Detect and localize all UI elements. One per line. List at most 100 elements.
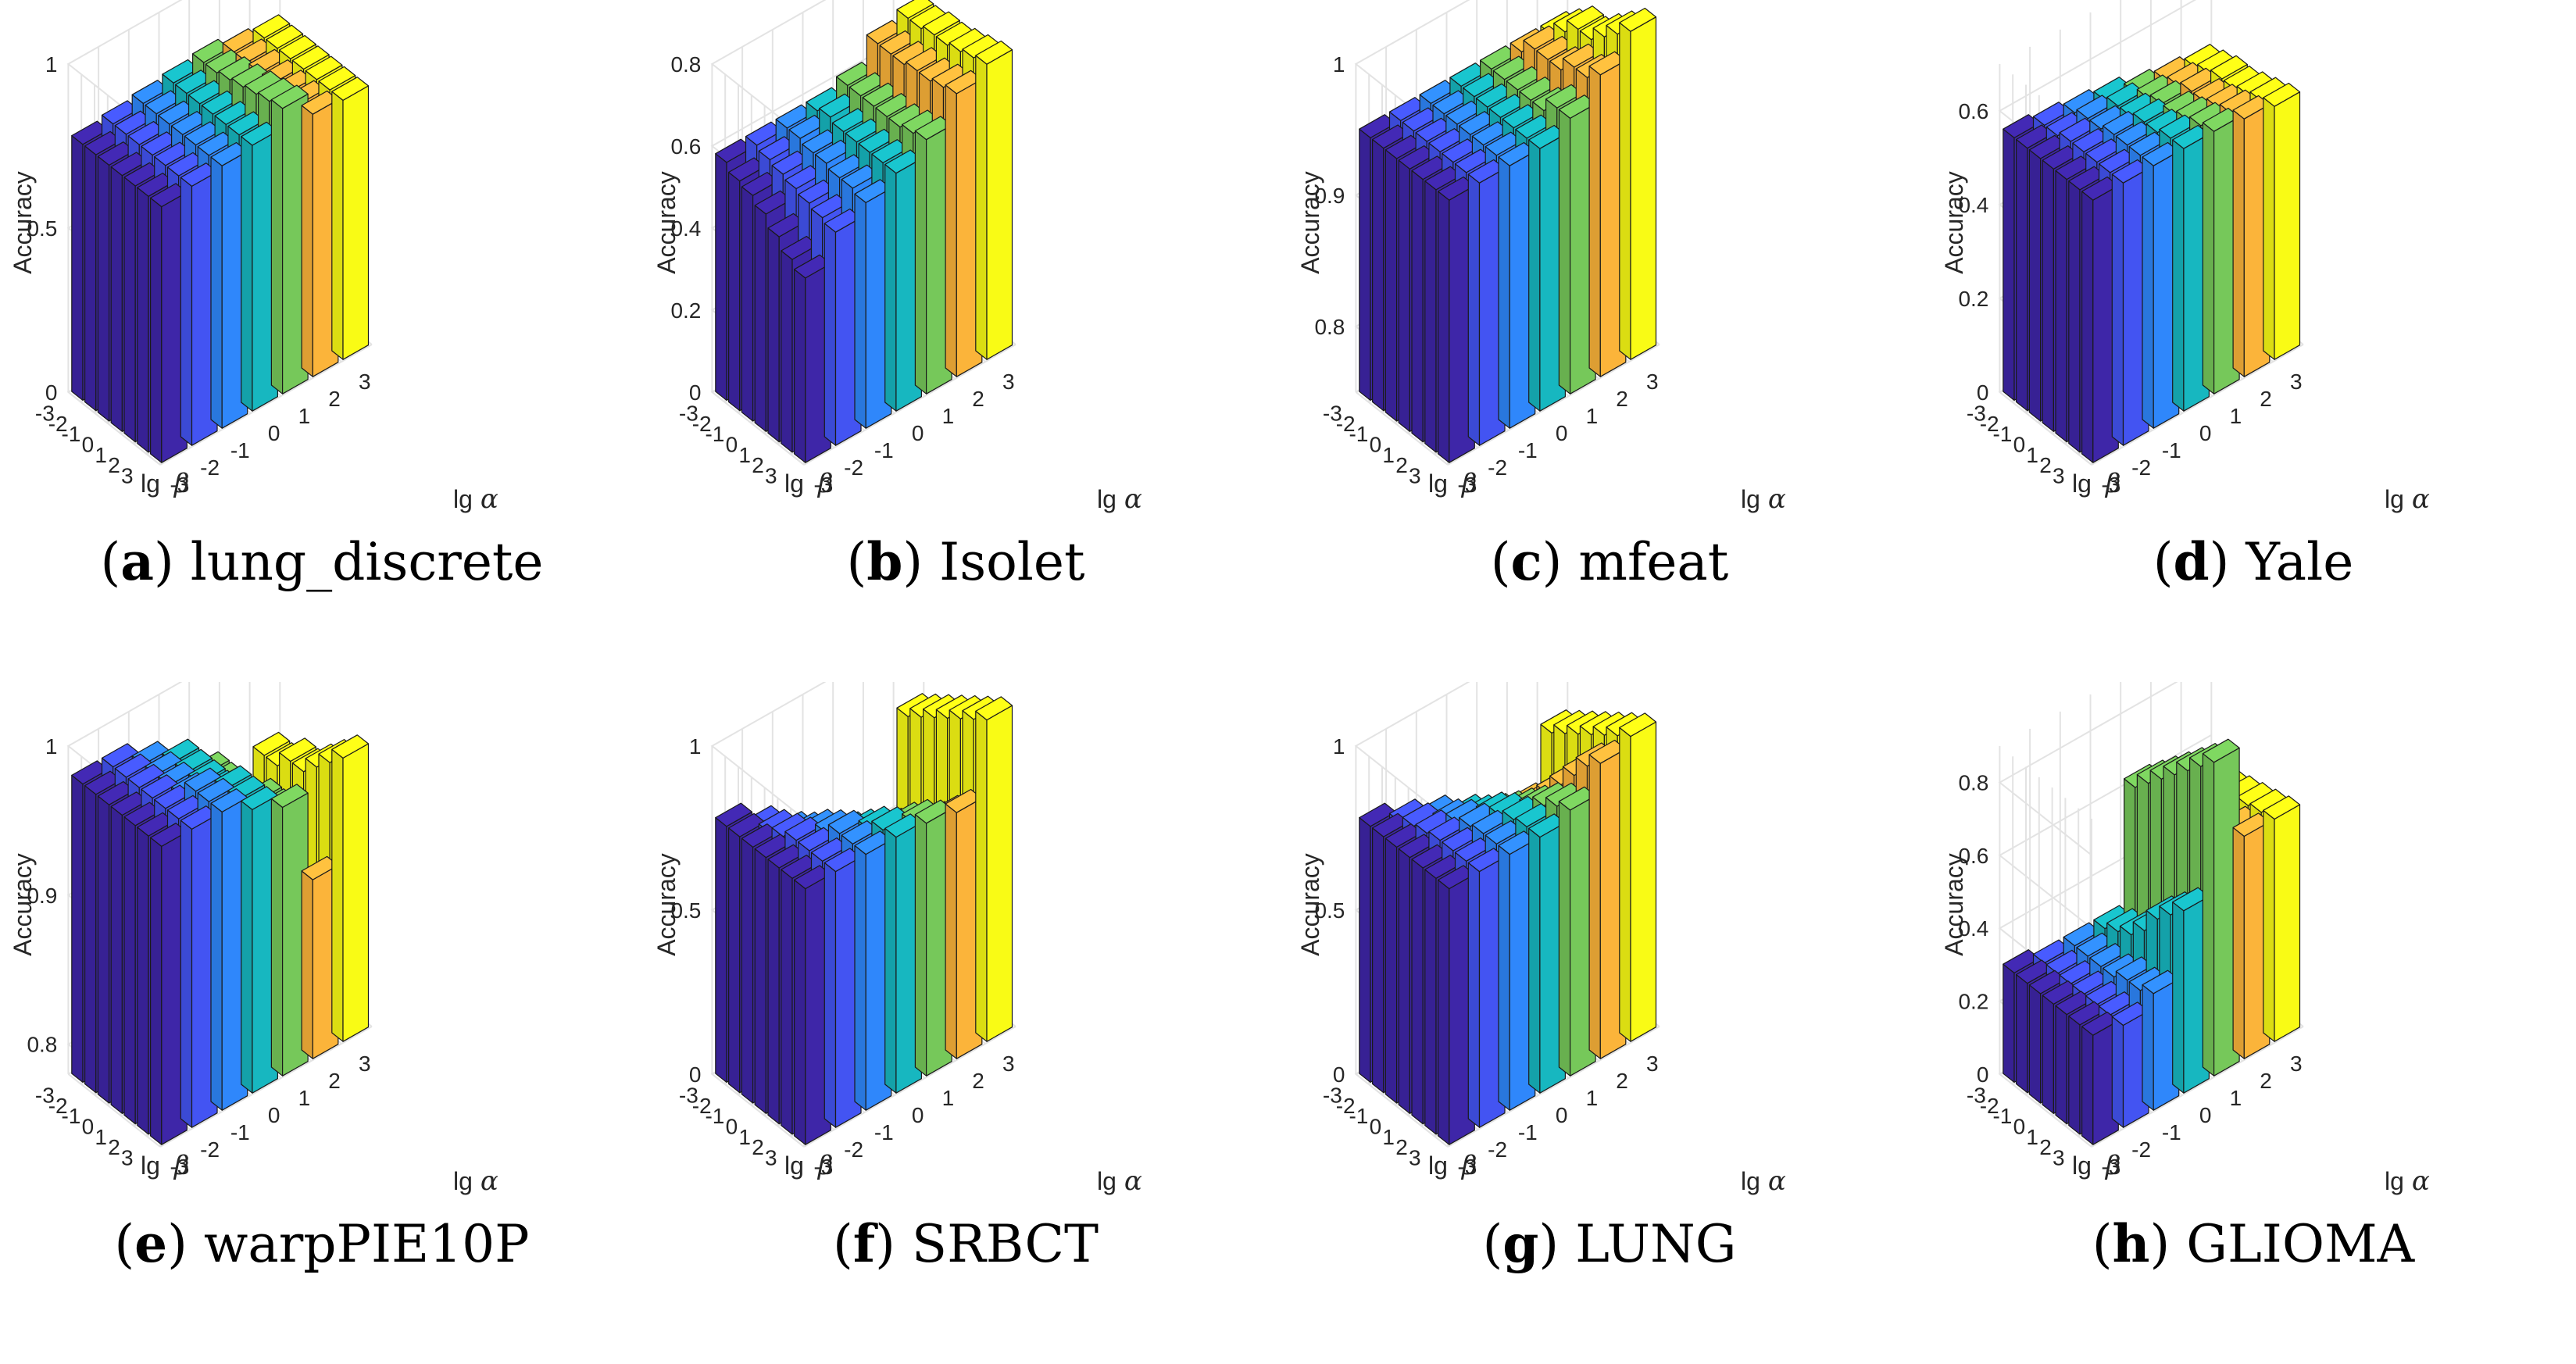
alpha-tick-label: 1 — [942, 404, 955, 428]
alpha-tick-label: -2 — [1488, 1137, 1507, 1162]
z-axis-label: Accuracy — [9, 171, 37, 274]
beta-axis-label: lg β — [1428, 1150, 1477, 1181]
subplot-dataset-name: LUNG — [1575, 1214, 1737, 1274]
beta-tick-label: -3 — [679, 402, 698, 426]
beta-axis-label: lg β — [141, 468, 190, 499]
alpha-tick-label: 3 — [359, 1052, 371, 1076]
alpha-tick-label: 1 — [2230, 404, 2242, 428]
z-tick-label: 0.6 — [1958, 99, 1988, 123]
bar-b-a3-b3 — [975, 40, 1013, 360]
alpha-tick-label: -2 — [2131, 1137, 2151, 1162]
z-axis-label: Accuracy — [1940, 171, 1968, 274]
z-tick-label: 1 — [45, 52, 58, 77]
z-tick-label: 0 — [45, 380, 58, 405]
bars — [71, 14, 370, 463]
beta-tick-label: 2 — [2039, 1135, 2052, 1159]
z-tick-label: 1 — [689, 734, 702, 759]
subplot-b: 0 0.2 0.4 0.6 0.8 Accuracy -3 -2 -1 0 1 2 3 -3 -2 -1 0 1 2… — [644, 0, 1288, 682]
alpha-tick-label: -1 — [1518, 1120, 1538, 1144]
z-tick-label: 0.4 — [1958, 916, 1988, 941]
alpha-axis-label: lg α — [1097, 1166, 1142, 1197]
beta-tick-label: 1 — [2026, 1125, 2038, 1149]
alpha-tick-label: 3 — [1002, 370, 1015, 394]
subplot-letter: e — [134, 1213, 168, 1274]
alpha-tick-label: 2 — [2260, 387, 2272, 411]
subplot-letter: a — [120, 531, 154, 592]
z-axis-label: Accuracy — [1940, 853, 1968, 956]
beta-tick-label: 0 — [726, 432, 738, 456]
bar-g-a3-b3 — [1619, 712, 1657, 1042]
z-ticks: 00.51 — [670, 734, 701, 1087]
subplot-dataset-name: GLIOMA — [2186, 1214, 2415, 1274]
beta-tick-label: 3 — [2053, 1145, 2065, 1169]
beta-tick-label: 0 — [2013, 432, 2026, 456]
bar-c-a3-b3 — [1619, 7, 1657, 360]
alpha-tick-label: 0 — [1556, 1103, 1568, 1127]
subplot-letter: h — [2112, 1213, 2150, 1274]
bars — [1359, 5, 1657, 463]
alpha-tick-label: 0 — [912, 1103, 924, 1127]
beta-tick-label: -1 — [1992, 1104, 2012, 1128]
alpha-tick-label: -3 — [170, 1155, 189, 1179]
bar-a-a3-b3 — [331, 77, 370, 360]
subplot-d: 0 0.2 0.4 0.6 Accuracy -3 -2 -1 0 1 2 3 -3 -2 -1 0 1 2 3 lg… — [1931, 0, 2575, 682]
beta-tick-label: -2 — [1336, 412, 1356, 436]
beta-tick-label: -1 — [61, 1104, 80, 1128]
bar-e-a3-b3 — [331, 734, 370, 1042]
alpha-tick-label: 0 — [268, 421, 280, 445]
alpha-tick-label: 0 — [912, 421, 924, 445]
beta-tick-label: 2 — [108, 1135, 120, 1159]
subplot-letter: g — [1502, 1213, 1539, 1274]
z-tick-label: 0.8 — [1314, 315, 1345, 339]
beta-tick-label: -3 — [35, 1084, 55, 1108]
beta-tick-label: -2 — [692, 1094, 712, 1118]
alpha-tick-label: -1 — [1518, 438, 1538, 462]
z-ticks: 00.51 — [1314, 734, 1345, 1087]
beta-tick-label: 3 — [121, 1145, 134, 1169]
alpha-tick-label: -2 — [200, 455, 220, 480]
alpha-tick-label: 0 — [268, 1103, 280, 1127]
alpha-tick-label: -1 — [2162, 1120, 2181, 1144]
alpha-tick-label: 2 — [1616, 1069, 1628, 1093]
z-ticks: 00.51 — [27, 52, 57, 405]
z-tick-label: 0 — [689, 380, 702, 405]
beta-axis-label: lg β — [141, 1150, 190, 1181]
bars — [715, 693, 1013, 1145]
alpha-tick-label: 3 — [2290, 370, 2303, 394]
subplot-caption: (h) GLIOMA — [2092, 1213, 2415, 1274]
alpha-tick-label: 2 — [328, 387, 341, 411]
z-axis-label: Accuracy — [652, 171, 681, 274]
z-tick-label: 0 — [1977, 1062, 1989, 1087]
bar-h-a3-b3 — [2263, 795, 2301, 1042]
z-ticks: 0 0.2 0.4 0.6 0.8 — [670, 52, 701, 405]
z-tick-label: 0.5 — [27, 216, 57, 241]
alpha-axis-label: lg α — [2385, 484, 2430, 515]
alpha-tick-label: -2 — [844, 455, 863, 480]
bars — [2003, 738, 2301, 1145]
beta-tick-label: 3 — [1409, 1145, 1421, 1169]
beta-tick-label: 2 — [752, 1135, 764, 1159]
bars — [2003, 44, 2301, 463]
z-tick-label: 0 — [689, 1062, 702, 1087]
alpha-tick-label: -1 — [230, 438, 250, 462]
z-tick-label: 0.6 — [1958, 844, 1988, 868]
subplot-dataset-name: lung_discrete — [190, 532, 544, 592]
alpha-tick-label: 1 — [1586, 1086, 1599, 1110]
beta-tick-label: 1 — [2026, 443, 2038, 467]
alpha-tick-label: 0 — [1556, 421, 1568, 445]
beta-tick-label: 3 — [2053, 463, 2065, 487]
subplot-dataset-name: mfeat — [1578, 532, 1729, 592]
alpha-tick-label: -1 — [2162, 438, 2181, 462]
alpha-tick-label: 2 — [328, 1069, 341, 1093]
beta-tick-label: -1 — [705, 422, 724, 446]
z-tick-label: 0.2 — [670, 298, 701, 323]
z-tick-label: 0.5 — [1314, 898, 1345, 923]
z-tick-label: 0.2 — [1958, 287, 1988, 311]
subplot-f: 0 0.5 1 Accuracy -3 -2 -1 0 1 2 3 -3 -2 -1 0 1 2 3 lg β lg α(… — [644, 682, 1288, 1364]
beta-tick-label: -1 — [1349, 422, 1368, 446]
